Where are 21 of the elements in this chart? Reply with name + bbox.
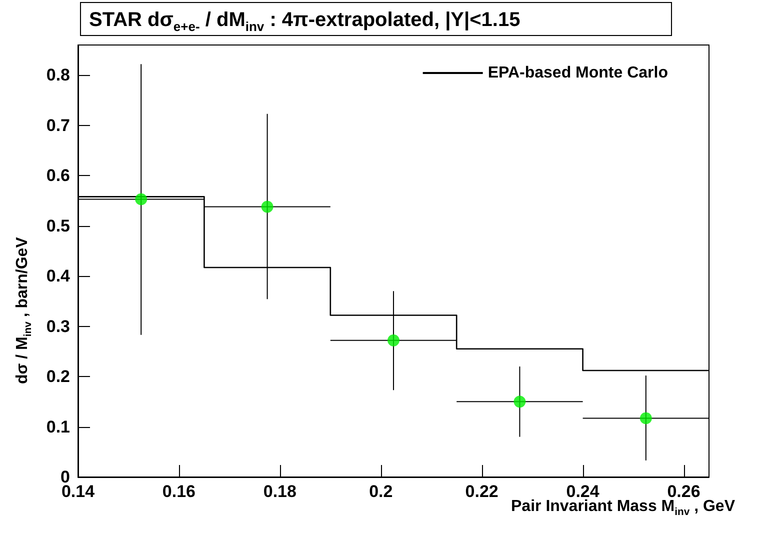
- y-tick-label: 0.7: [46, 116, 70, 135]
- x-tick-label: 0.18: [263, 482, 296, 501]
- point: [135, 193, 148, 206]
- y-tick-label: 0.6: [46, 166, 70, 186]
- point: [514, 396, 526, 408]
- y-tick-label: 0.2: [46, 367, 70, 386]
- legend-label: EPA-based Monte Carlo: [488, 64, 668, 82]
- x-tick-label: 0.2: [369, 482, 393, 501]
- x-axis-title: Pair Invariant Mass M$_{inv}$ , GeV: [511, 498, 735, 518]
- x-tick-label: 0.16: [162, 482, 196, 501]
- x-tick-label: 0.26: [667, 482, 700, 501]
- y-tick-label: 0.3: [46, 316, 70, 336]
- point: [261, 200, 274, 213]
- y-tick-label: 0.4: [46, 266, 71, 286]
- x-tick-label: 0.22: [465, 482, 498, 501]
- y-tick-label: 0.8: [46, 66, 70, 85]
- y-tick-label: 0.1: [46, 417, 70, 436]
- point: [640, 412, 652, 424]
- point: [388, 334, 400, 346]
- chart-title: STAR dσ$_{e+e-}$ / dM$_{inv}$ : 4π-extrapolated, |Y|<1.15: [80, 2, 672, 36]
- y-tick-label: 0.5: [46, 216, 70, 236]
